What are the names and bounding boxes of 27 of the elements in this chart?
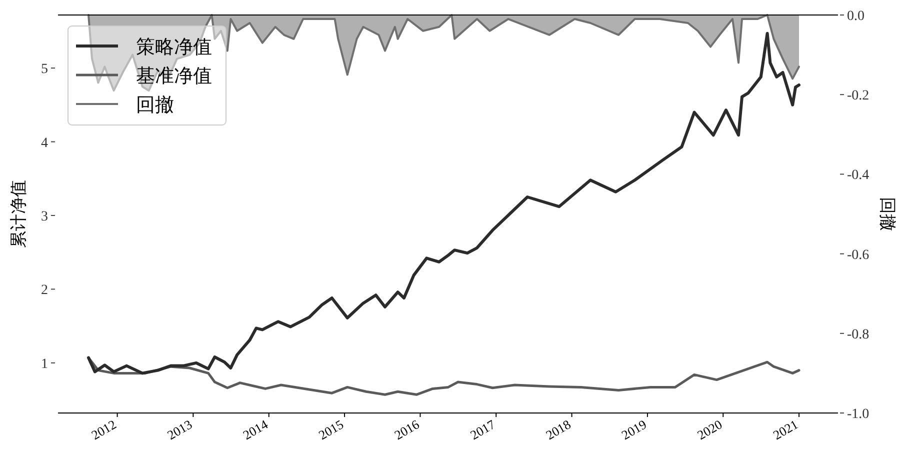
line-series	[87, 32, 800, 375]
y2-axis-title: 回撤	[878, 197, 897, 231]
y-tick-label: 4	[41, 136, 48, 151]
y2-tick-label: -0.4	[847, 168, 870, 184]
y2-tick-label: -0.6	[847, 248, 870, 263]
y-tick-label: 5	[41, 62, 48, 78]
y-tick-label: 1	[41, 356, 48, 372]
x-tick-label: 2020	[694, 416, 725, 443]
x-tick-label: 2015	[316, 416, 346, 443]
x-tick-label: 2016	[392, 416, 422, 443]
x-tick-label: 2019	[618, 416, 649, 443]
x-tick-label: 2013	[164, 416, 195, 443]
x-tick-label: 2021	[770, 416, 801, 443]
y2-tick-label: -0.2	[847, 88, 870, 104]
y2-tick-label: -0.8	[847, 327, 870, 342]
y2-tick-label: -1.0	[847, 407, 870, 422]
x-tick-label: 2014	[240, 416, 271, 443]
legend-label: 基准净值	[136, 66, 212, 87]
y-tick-label: 2	[41, 283, 48, 298]
y2-tick-label: 0.0	[847, 9, 864, 24]
x-tick-label: 2012	[88, 416, 119, 443]
legend-label: 回撤	[136, 95, 174, 116]
x-tick-label: 2017	[468, 416, 498, 443]
y-axis-title: 累计净值	[9, 180, 28, 248]
x-tick-label: 2018	[543, 416, 574, 443]
legend-label: 策略净值	[136, 37, 212, 58]
y-tick-label: 3	[41, 209, 48, 224]
